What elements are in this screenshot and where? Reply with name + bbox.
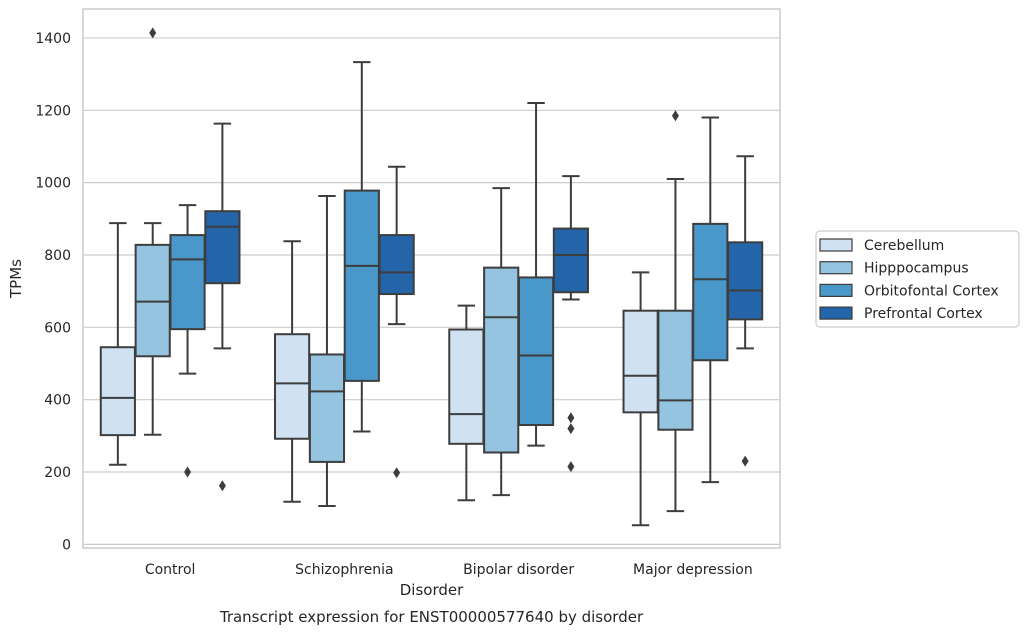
y-axis-title: TPMs: [7, 259, 25, 299]
box-body: [727, 241, 764, 321]
legend-swatch: [819, 261, 853, 275]
legend-entry: Hipppocampus: [819, 261, 969, 277]
legend-entry: Prefrontal Cortex: [819, 306, 983, 322]
box-orbitofontal-cortex: [343, 61, 380, 433]
box-orbitofontal-cortex: [692, 116, 729, 484]
legend-entry: Orbitofontal Cortex: [819, 283, 999, 299]
box-layer: [99, 27, 764, 527]
box-prefrontal-cortex: [552, 175, 589, 473]
box-hipppocampus: [134, 27, 171, 436]
box-hipppocampus: [657, 110, 694, 513]
legend-frame: [815, 230, 1020, 328]
legend-swatch: [819, 238, 853, 252]
box-orbitofontal-cortex: [517, 102, 555, 447]
box-body: [552, 227, 589, 294]
box-body: [308, 353, 346, 463]
y-tick-label: 800: [44, 248, 71, 264]
box-body: [692, 222, 729, 362]
box-prefrontal-cortex: [204, 122, 241, 492]
y-tick-label: 400: [44, 393, 71, 409]
box-prefrontal-cortex: [727, 155, 764, 467]
chart-caption: Transcript expression for ENST0000057764…: [219, 608, 644, 626]
y-tick-label: 1200: [35, 103, 71, 119]
box-body: [483, 266, 520, 454]
x-tick-label: Schizophrenia: [295, 562, 393, 578]
box-cerebellum: [274, 240, 311, 503]
box-body: [448, 328, 485, 445]
outlier-point: [567, 461, 575, 473]
y-tick-label: 1000: [35, 176, 71, 192]
x-tick-label: Bipolar disorder: [463, 562, 574, 578]
box-cerebellum: [448, 304, 485, 502]
box-body: [622, 309, 659, 414]
box-body: [134, 243, 171, 358]
box-prefrontal-cortex: [378, 165, 415, 479]
outlier-point: [149, 27, 157, 39]
box-body: [99, 346, 136, 437]
box-body: [517, 276, 555, 427]
box-body: [169, 234, 206, 331]
outlier-point: [393, 467, 401, 479]
legend-label: Prefrontal Cortex: [864, 306, 983, 322]
outlier-point: [567, 423, 575, 435]
y-tick-label: 1400: [35, 31, 71, 47]
outlier-point: [184, 466, 192, 478]
box-body: [657, 309, 694, 431]
box-body: [343, 189, 380, 382]
y-tick-label: 600: [44, 320, 71, 336]
x-tick-label: Major depression: [633, 562, 753, 578]
tick-layer: 0 200 400 600 800 1000 1200 1400 Control Schizoph…: [35, 31, 752, 578]
outlier-point: [218, 480, 226, 492]
box-body: [274, 333, 311, 440]
box-hipppocampus: [483, 187, 520, 497]
x-tick-label: Control: [145, 562, 196, 578]
y-tick-label: 0: [62, 537, 71, 553]
legend-label: Hipppocampus: [864, 261, 969, 277]
box-hipppocampus: [308, 195, 346, 508]
y-tick-label: 200: [44, 465, 71, 481]
legend-swatch: [819, 306, 853, 320]
box-body: [378, 234, 415, 296]
box-orbitofontal-cortex: [169, 204, 206, 478]
plot-frame: [82, 8, 781, 549]
legend-label: Cerebellum: [864, 238, 944, 254]
box-cerebellum: [622, 271, 659, 527]
outlier-point: [741, 455, 749, 467]
legend: Cerebellum Hipppocampus Orbitofontal Corte…: [815, 230, 1020, 328]
box-body: [204, 210, 241, 285]
legend-swatch: [819, 283, 853, 297]
box-cerebellum: [99, 222, 136, 466]
legend-entry: Cerebellum: [819, 238, 944, 254]
outlier-point: [671, 110, 679, 122]
outlier-point: [567, 412, 575, 424]
x-axis-title: Disorder: [400, 581, 464, 599]
legend-label: Orbitofontal Cortex: [864, 283, 999, 299]
